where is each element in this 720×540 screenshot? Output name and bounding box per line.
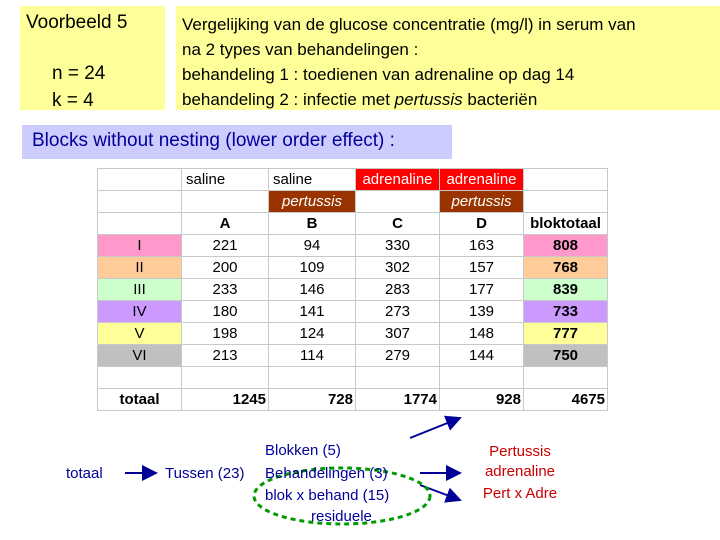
row-label: IV (97, 300, 182, 323)
empty-cell (97, 168, 182, 191)
column-total: 928 (439, 388, 524, 411)
interactie-label: blok x behand (15) (265, 487, 390, 504)
table-cell: 94 (268, 234, 356, 257)
table-cell: 330 (355, 234, 440, 257)
sample-size: n = 24 k = 4 (52, 60, 105, 114)
table-cell: 139 (439, 300, 524, 323)
block-total: 733 (523, 300, 608, 323)
table-cell: 124 (268, 322, 356, 345)
row-label: VI (97, 344, 182, 367)
table-cell: 177 (439, 278, 524, 301)
table-cell: 180 (181, 300, 269, 323)
arrow-pertussis (409, 415, 462, 439)
empty-cell (181, 366, 269, 389)
title-box: Voorbeeld 5 n = 24 k = 4 (20, 6, 165, 111)
table-row: V 198 124 307 148 777 (97, 322, 608, 345)
column-total: 728 (268, 388, 356, 411)
behandelingen-label: Behandelingen (3) (265, 465, 388, 482)
spacer-row (97, 366, 608, 389)
row-label: I (97, 234, 182, 257)
table-row: VI 213 114 279 144 750 (97, 344, 608, 367)
adrenaline-label: adrenaline (484, 463, 556, 480)
table-cell: 279 (355, 344, 440, 367)
empty-cell (523, 168, 608, 191)
residuele-label: residuele (311, 508, 372, 525)
table-cell: 114 (268, 344, 356, 367)
blokken-label: Blokken (5) (265, 442, 341, 459)
description: Vergelijking van de glucose concentratie… (182, 12, 636, 112)
table-cell: 146 (268, 278, 356, 301)
header-saline-a: saline (181, 168, 269, 191)
slide-title: Voorbeeld 5 (26, 12, 128, 33)
column-header: D (439, 212, 524, 235)
header-adrenaline-d: adrenaline (439, 168, 524, 191)
tussen-label: Tussen (23) (165, 465, 245, 482)
total-label: totaal (97, 388, 182, 411)
grand-total: 4675 (523, 388, 608, 411)
interaction-label: Pert x Adre (482, 485, 558, 502)
desc-line-4-pre: behandeling 2 : infectie met (182, 90, 395, 109)
column-total: 1245 (181, 388, 269, 411)
header-row-1: saline saline adrenaline adrenaline (97, 168, 608, 191)
description-box: Vergelijking van de glucose concentratie… (176, 6, 720, 110)
column-total: 1774 (355, 388, 440, 411)
total-row: totaal 1245 728 1774 928 4675 (97, 388, 608, 411)
block-total: 808 (523, 234, 608, 257)
table-cell: 283 (355, 278, 440, 301)
block-total: 768 (523, 256, 608, 279)
table-cell: 163 (439, 234, 524, 257)
empty-cell (181, 190, 269, 213)
table-cell: 221 (181, 234, 269, 257)
column-header-row: A B C D bloktotaal (97, 212, 608, 235)
table-cell: 198 (181, 322, 269, 345)
header-pertussis-d: pertussis (439, 190, 524, 213)
block-total: 839 (523, 278, 608, 301)
desc-line-2: na 2 types van behandelingen : (182, 40, 419, 59)
totaal-label: totaal (66, 465, 103, 482)
desc-line-1: Vergelijking van de glucose concentratie… (182, 15, 636, 34)
column-header: B (268, 212, 356, 235)
k-value: k = 4 (52, 90, 94, 111)
row-label: III (97, 278, 182, 301)
desc-line-4: behandeling 2 : infectie met pertussis b… (182, 87, 636, 112)
desc-line-4-post: bacteriën (462, 90, 538, 109)
desc-line-3: behandeling 1 : toedienen van adrenaline… (182, 65, 575, 84)
desc-line-4-italic: pertussis (394, 90, 463, 109)
residual-ellipse (252, 466, 432, 526)
table-row: II 200 109 302 157 768 (97, 256, 608, 279)
table-cell: 144 (439, 344, 524, 367)
subtitle: Blocks without nesting (lower order effe… (32, 130, 395, 151)
n-value: n = 24 (52, 63, 106, 84)
header-adrenaline-c: adrenaline (355, 168, 440, 191)
table-cell: 213 (181, 344, 269, 367)
table-cell: 302 (355, 256, 440, 279)
empty-cell (523, 190, 608, 213)
table-cell: 141 (268, 300, 356, 323)
table-cell: 307 (355, 322, 440, 345)
table-cell: 200 (181, 256, 269, 279)
empty-cell (439, 366, 524, 389)
pertussis-label: Pertussis (489, 443, 551, 460)
column-header: bloktotaal (523, 212, 608, 235)
subtitle-background (22, 125, 452, 159)
header-row-2: pertussis pertussis (97, 190, 608, 213)
table-cell: 148 (439, 322, 524, 345)
data-table: saline saline adrenaline adrenaline pert… (97, 168, 608, 411)
table-cell: 273 (355, 300, 440, 323)
empty-cell (97, 190, 182, 213)
table-row: IV 180 141 273 139 733 (97, 300, 608, 323)
column-header: A (181, 212, 269, 235)
empty-cell (97, 212, 182, 235)
table-row: I 221 94 330 163 808 (97, 234, 608, 257)
empty-cell (355, 190, 440, 213)
row-label: V (97, 322, 182, 345)
